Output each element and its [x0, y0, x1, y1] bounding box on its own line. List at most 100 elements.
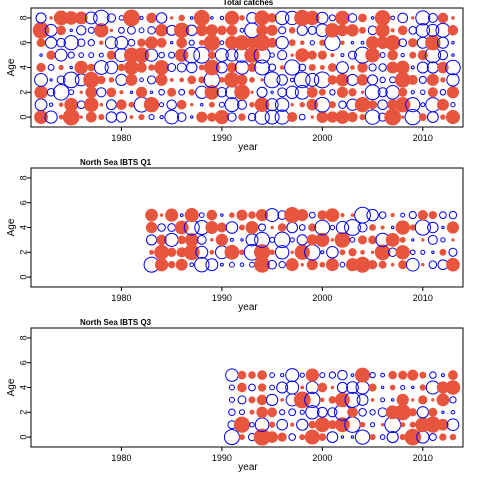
bubble-negative: [344, 219, 361, 236]
bubble-negative: [284, 59, 301, 76]
bubble-negative: [104, 36, 118, 50]
bubble-positive: [87, 63, 96, 72]
bubble-negative: [229, 237, 234, 242]
bubble-negative: [186, 61, 198, 74]
x-tick-label: 2010: [413, 293, 433, 303]
bubble-positive: [327, 75, 338, 85]
bubble-positive: [378, 260, 387, 269]
bubble-positive: [270, 225, 274, 230]
bubble-positive: [407, 74, 418, 85]
y-tick-label: 0: [18, 115, 28, 120]
bubble-positive: [359, 421, 366, 428]
bubble-positive: [336, 24, 349, 37]
y-tick-label: 0: [18, 435, 28, 440]
bubble-positive: [437, 418, 449, 431]
bubble-positive: [398, 370, 408, 380]
bubble-positive: [183, 244, 200, 261]
bubble-negative: [286, 221, 298, 234]
bubble-negative: [380, 372, 386, 378]
bubble-positive: [327, 63, 337, 72]
bubble-negative: [239, 262, 245, 267]
bubble-positive: [389, 384, 396, 391]
bubble-negative: [307, 25, 317, 35]
bubble-positive: [387, 49, 398, 61]
bubble-negative: [285, 85, 299, 99]
y-axis-label: Age: [6, 378, 17, 396]
bubble-negative: [179, 213, 184, 218]
bubble-positive: [354, 367, 371, 383]
bubble-positive: [290, 422, 295, 427]
bubble-negative: [369, 409, 376, 416]
bubble-negative: [308, 211, 316, 219]
bubble-positive: [119, 90, 124, 95]
y-tick-label: 0: [18, 275, 28, 280]
bubble-positive: [245, 221, 259, 234]
bubble-positive: [439, 248, 447, 256]
bubble-negative: [277, 49, 288, 61]
bubble-negative: [87, 26, 95, 34]
bubble-negative: [446, 73, 460, 87]
bubble-positive: [330, 238, 335, 242]
bubble-positive: [380, 422, 385, 427]
bubble-positive: [306, 259, 318, 271]
bubble-positive: [310, 115, 315, 119]
bubble-positive: [357, 62, 368, 73]
bubble-positive: [124, 60, 139, 75]
bubble-negative: [370, 16, 375, 20]
y-tick-label: 2: [18, 90, 28, 95]
bubble-negative: [427, 221, 439, 234]
bubble-positive: [165, 208, 179, 222]
bubble-negative: [329, 224, 336, 231]
bubble-positive: [99, 40, 104, 45]
bubble-negative: [167, 223, 177, 232]
bubble-positive: [388, 370, 397, 380]
bubble-negative: [274, 10, 290, 26]
bubble-positive: [255, 208, 269, 222]
bubble-positive: [305, 10, 320, 26]
bubble-positive: [209, 249, 215, 255]
bubble-negative: [356, 393, 369, 406]
bubble-positive: [254, 97, 270, 113]
bubble-positive: [116, 99, 127, 110]
bubble-positive: [336, 86, 349, 98]
x-tick-label: 1990: [212, 453, 232, 463]
bubble-positive: [198, 39, 205, 46]
bubble-positive: [340, 40, 345, 45]
bubble-positive: [359, 113, 366, 121]
bubble-negative: [377, 87, 388, 98]
y-tick-label: 2: [18, 410, 28, 415]
bubble-positive: [236, 209, 248, 221]
bubble-negative: [347, 50, 357, 60]
bubble-positive: [293, 391, 311, 409]
y-tick-label: 2: [18, 250, 28, 255]
bubble-positive: [384, 108, 402, 126]
bubble-negative: [440, 373, 445, 378]
bubble-negative: [344, 391, 361, 408]
bubble-negative: [305, 72, 320, 87]
bubble-positive: [380, 225, 385, 230]
bubble-negative: [390, 398, 395, 402]
bubble-negative: [340, 53, 345, 58]
panel-title: North Sea IBTS Q3: [80, 318, 152, 327]
bubble-negative: [268, 63, 277, 72]
bubble-negative: [354, 206, 371, 224]
bubble-positive: [318, 88, 326, 96]
bubble-positive: [356, 74, 369, 86]
bubble-negative: [69, 65, 73, 70]
bubble-positive: [277, 223, 287, 232]
bubble-positive: [64, 97, 79, 112]
bubble-negative: [269, 52, 275, 58]
bubble-positive: [401, 115, 405, 119]
bubble-positive: [325, 208, 340, 222]
bubble-positive: [217, 25, 227, 36]
bubble-negative: [190, 115, 194, 119]
bubble-negative: [400, 384, 406, 391]
bubble-negative: [104, 60, 119, 75]
y-tick-label: 8: [18, 175, 28, 180]
bubble-negative: [265, 208, 280, 223]
bubble-negative: [296, 234, 308, 246]
bubble-positive: [176, 99, 187, 110]
bubble-positive: [195, 24, 208, 37]
bubble-negative: [431, 250, 435, 254]
bubble-positive: [407, 369, 419, 381]
